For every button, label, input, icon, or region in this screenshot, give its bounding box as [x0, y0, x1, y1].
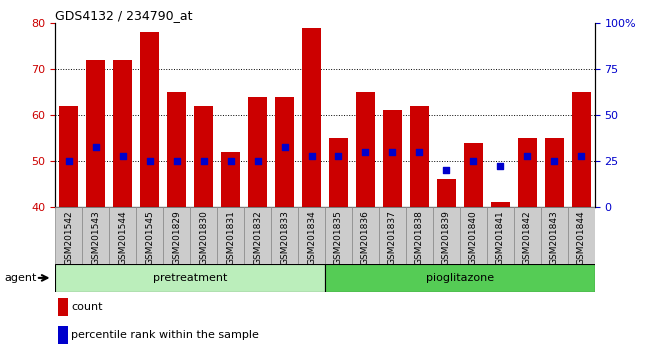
- Text: GSM201844: GSM201844: [577, 210, 586, 264]
- Point: [360, 149, 370, 155]
- Point: [414, 149, 424, 155]
- Text: GSM201834: GSM201834: [307, 210, 316, 265]
- Point: [64, 158, 74, 164]
- Point: [549, 158, 560, 164]
- Point: [144, 158, 155, 164]
- Point: [522, 154, 532, 159]
- Bar: [383, 110, 402, 207]
- Text: GSM201838: GSM201838: [415, 210, 424, 265]
- Bar: [325, 264, 595, 292]
- FancyBboxPatch shape: [487, 207, 514, 264]
- Point: [495, 163, 506, 169]
- Point: [468, 158, 478, 164]
- Bar: [194, 106, 213, 207]
- Text: percentile rank within the sample: percentile rank within the sample: [72, 330, 259, 340]
- FancyBboxPatch shape: [352, 207, 379, 264]
- Text: GSM201831: GSM201831: [226, 210, 235, 265]
- Point: [441, 167, 452, 173]
- Bar: [221, 152, 240, 207]
- Bar: [491, 202, 510, 207]
- Point: [306, 154, 317, 159]
- Text: GSM201545: GSM201545: [145, 210, 154, 265]
- Text: GSM201840: GSM201840: [469, 210, 478, 265]
- FancyBboxPatch shape: [460, 207, 487, 264]
- Text: GSM201544: GSM201544: [118, 210, 127, 264]
- FancyBboxPatch shape: [136, 207, 163, 264]
- Bar: [356, 92, 375, 207]
- Text: GDS4132 / 234790_at: GDS4132 / 234790_at: [55, 9, 193, 22]
- FancyBboxPatch shape: [82, 207, 109, 264]
- Point: [90, 144, 101, 150]
- Point: [118, 154, 128, 159]
- Text: GSM201830: GSM201830: [199, 210, 208, 265]
- Point: [198, 158, 209, 164]
- Bar: [113, 60, 132, 207]
- Text: GSM201843: GSM201843: [550, 210, 559, 265]
- Text: GSM201836: GSM201836: [361, 210, 370, 265]
- FancyBboxPatch shape: [271, 207, 298, 264]
- Bar: [248, 97, 267, 207]
- Text: GSM201829: GSM201829: [172, 210, 181, 265]
- Text: GSM201835: GSM201835: [334, 210, 343, 265]
- FancyBboxPatch shape: [163, 207, 190, 264]
- Point: [576, 154, 586, 159]
- Text: pioglitazone: pioglitazone: [426, 273, 494, 283]
- FancyBboxPatch shape: [325, 207, 352, 264]
- FancyBboxPatch shape: [379, 207, 406, 264]
- Bar: [275, 97, 294, 207]
- FancyBboxPatch shape: [541, 207, 568, 264]
- Text: GSM201542: GSM201542: [64, 210, 73, 264]
- Text: pretreatment: pretreatment: [153, 273, 228, 283]
- Point: [280, 144, 290, 150]
- FancyBboxPatch shape: [406, 207, 433, 264]
- Point: [252, 158, 263, 164]
- Bar: [58, 326, 68, 344]
- FancyBboxPatch shape: [514, 207, 541, 264]
- FancyBboxPatch shape: [109, 207, 136, 264]
- Point: [172, 158, 182, 164]
- Bar: [302, 28, 321, 207]
- Point: [387, 149, 398, 155]
- FancyBboxPatch shape: [568, 207, 595, 264]
- Bar: [410, 106, 429, 207]
- Bar: [167, 92, 186, 207]
- Bar: [464, 143, 483, 207]
- Text: GSM201842: GSM201842: [523, 210, 532, 264]
- Bar: [437, 179, 456, 207]
- Point: [226, 158, 236, 164]
- Text: agent: agent: [5, 273, 37, 283]
- Text: GSM201837: GSM201837: [388, 210, 397, 265]
- Bar: [545, 138, 564, 207]
- FancyBboxPatch shape: [244, 207, 271, 264]
- Text: GSM201841: GSM201841: [496, 210, 505, 265]
- FancyBboxPatch shape: [217, 207, 244, 264]
- FancyBboxPatch shape: [55, 207, 82, 264]
- Bar: [59, 106, 78, 207]
- Bar: [58, 298, 68, 316]
- FancyBboxPatch shape: [433, 207, 460, 264]
- FancyBboxPatch shape: [298, 207, 325, 264]
- Text: count: count: [72, 302, 103, 312]
- Bar: [140, 32, 159, 207]
- Text: GSM201839: GSM201839: [442, 210, 451, 265]
- Bar: [518, 138, 537, 207]
- Bar: [572, 92, 591, 207]
- FancyBboxPatch shape: [190, 207, 217, 264]
- Bar: [86, 60, 105, 207]
- Point: [333, 154, 344, 159]
- Bar: [329, 138, 348, 207]
- Text: GSM201543: GSM201543: [91, 210, 100, 265]
- Text: GSM201832: GSM201832: [253, 210, 262, 265]
- Bar: [55, 264, 325, 292]
- Text: GSM201833: GSM201833: [280, 210, 289, 265]
